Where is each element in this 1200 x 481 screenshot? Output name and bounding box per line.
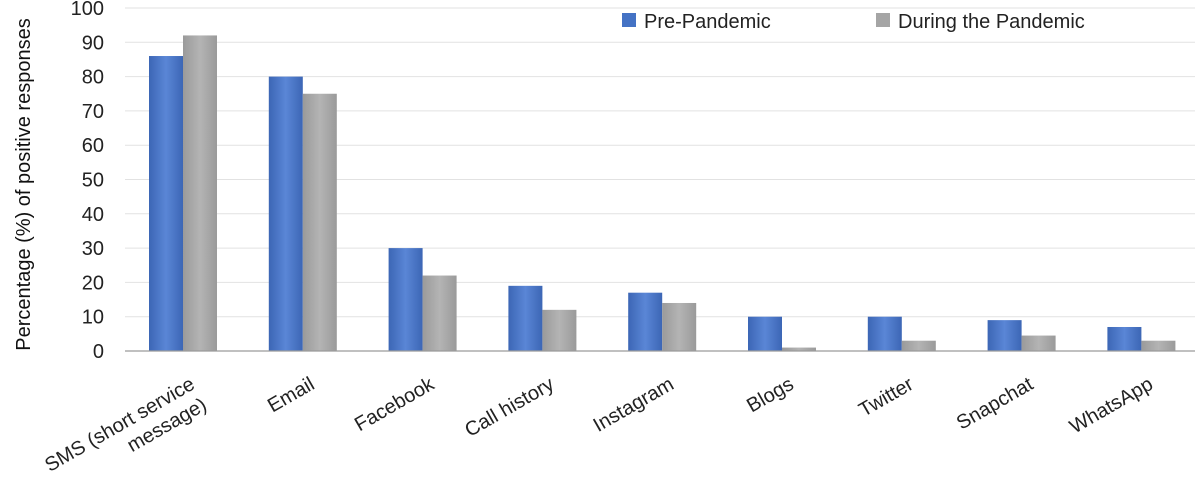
bar-during-pandemic (1141, 340, 1176, 351)
y-tick-label: 80 (82, 67, 104, 89)
y-tick-label: 20 (82, 272, 104, 294)
bar-pre-pandemic (508, 285, 543, 351)
legend-swatch (876, 13, 890, 27)
legend-label: During the Pandemic (898, 11, 1085, 33)
y-tick-label: 0 (93, 341, 104, 363)
y-tick-label: 50 (82, 170, 104, 192)
bar-during-pandemic (422, 275, 457, 351)
y-axis-label: Percentage (%) of positive responses (13, 18, 35, 350)
y-tick-label: 60 (82, 135, 104, 157)
bar-during-pandemic (302, 93, 337, 351)
bar-pre-pandemic (1107, 326, 1142, 351)
x-category-label: Snapchat (953, 373, 1038, 435)
x-category-label: SMS (short servicemessage) (41, 373, 210, 481)
bar-pre-pandemic (268, 76, 303, 351)
x-category-label: WhatsApp (1066, 373, 1157, 438)
bars (149, 35, 1176, 352)
bar-during-pandemic (782, 347, 816, 351)
x-category-label: Facebook (351, 373, 439, 436)
x-category-label: Call history (461, 373, 558, 442)
bar-pre-pandemic (149, 56, 183, 352)
bar-during-pandemic (1021, 335, 1056, 351)
legend-swatch (622, 13, 636, 27)
bar-pre-pandemic (628, 292, 663, 351)
x-category-label: Instagram (590, 373, 678, 437)
y-tick-label: 90 (82, 32, 104, 54)
y-tick-label: 40 (82, 204, 104, 226)
bar-during-pandemic (183, 35, 217, 351)
bar-during-pandemic (542, 309, 577, 351)
legend: Pre-Pandemic During the Pandemic (622, 11, 1085, 33)
x-category-label: Twitter (855, 373, 917, 422)
y-tick-label: 30 (82, 238, 104, 260)
bar-pre-pandemic (987, 320, 1022, 351)
y-tick-label: 70 (82, 101, 104, 123)
bar-pre-pandemic (748, 316, 782, 351)
x-category-label: Blogs (743, 373, 797, 417)
legend-label: Pre-Pandemic (644, 11, 771, 33)
bar-during-pandemic (901, 340, 936, 351)
x-category-label: Email (264, 373, 318, 417)
bar-pre-pandemic (867, 316, 902, 351)
y-tick-label: 100 (71, 0, 104, 20)
y-axis-ticks: 0 10 20 30 40 50 60 70 80 90 100 (71, 0, 104, 363)
bar-during-pandemic (662, 302, 697, 351)
bar-pre-pandemic (388, 248, 423, 351)
x-axis-categories: SMS (short servicemessage) Email Facebook C… (41, 373, 1157, 481)
y-tick-label: 10 (82, 307, 104, 329)
